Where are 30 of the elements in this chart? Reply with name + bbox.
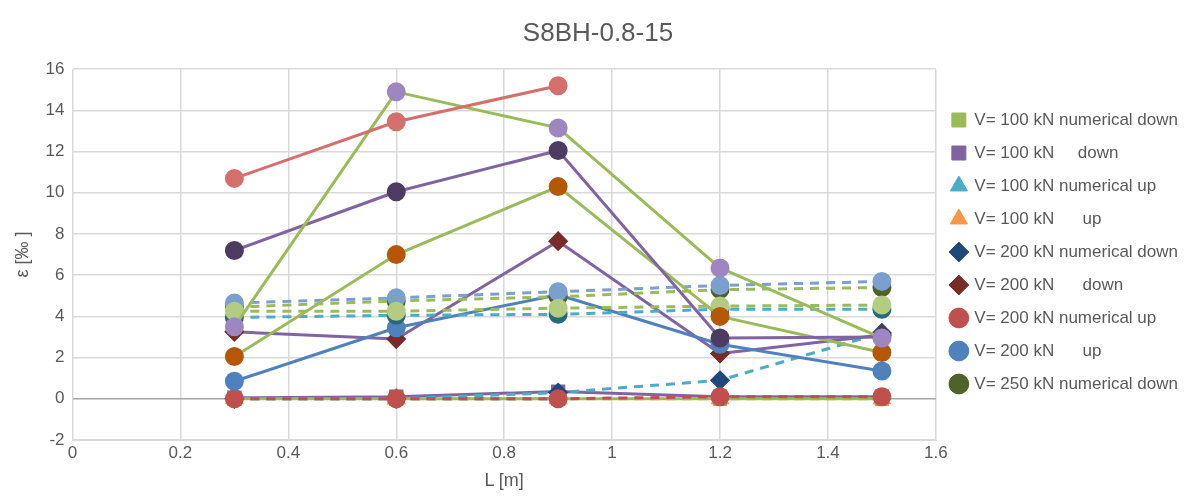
x-tick-label: 0.2 [168,442,193,462]
y-tick-label: 10 [45,182,65,202]
legend-label: V= 200 kN numerical up [974,307,1157,327]
y-tick-label: -2 [49,429,65,449]
chart-title: S8BH-0.8-15 [522,16,674,47]
legend-label: V= 200 kN up [974,340,1102,360]
legend-label: V= 100 kN down [974,142,1119,162]
y-tick-label: 16 [45,58,65,78]
legend-label: V= 100 kN up [974,208,1102,228]
x-tick-label: 1.2 [708,442,732,462]
y-tick-label: 2 [55,347,65,367]
legend-label: V= 200 kN down [974,274,1124,294]
legend-label: V= 250 kN numerical down [974,373,1179,393]
x-tick-label: 1.4 [816,442,840,462]
y-tick-label: 14 [45,100,65,120]
legend-label: V= 100 kN numerical up [974,175,1157,195]
y-tick-label: 12 [45,141,65,161]
x-tick-label: 0.4 [276,442,301,462]
y-tick-label: 0 [55,388,65,408]
x-tick-label: 1.6 [924,442,948,462]
y-axis-title: ε [‰ ] [11,231,32,278]
legend-label: V= 100 kN numerical down [974,109,1179,129]
x-tick-label: 0.6 [384,442,409,462]
y-tick-label: 4 [55,306,65,326]
x-tick-label: 1 [607,442,617,462]
x-tick-label: 0.8 [492,442,517,462]
legend-label: V= 200 kN numerical down [974,241,1179,261]
y-tick-label: 6 [55,264,65,284]
x-axis-title: L [m] [484,470,524,491]
y-tick-label: 8 [55,223,65,243]
